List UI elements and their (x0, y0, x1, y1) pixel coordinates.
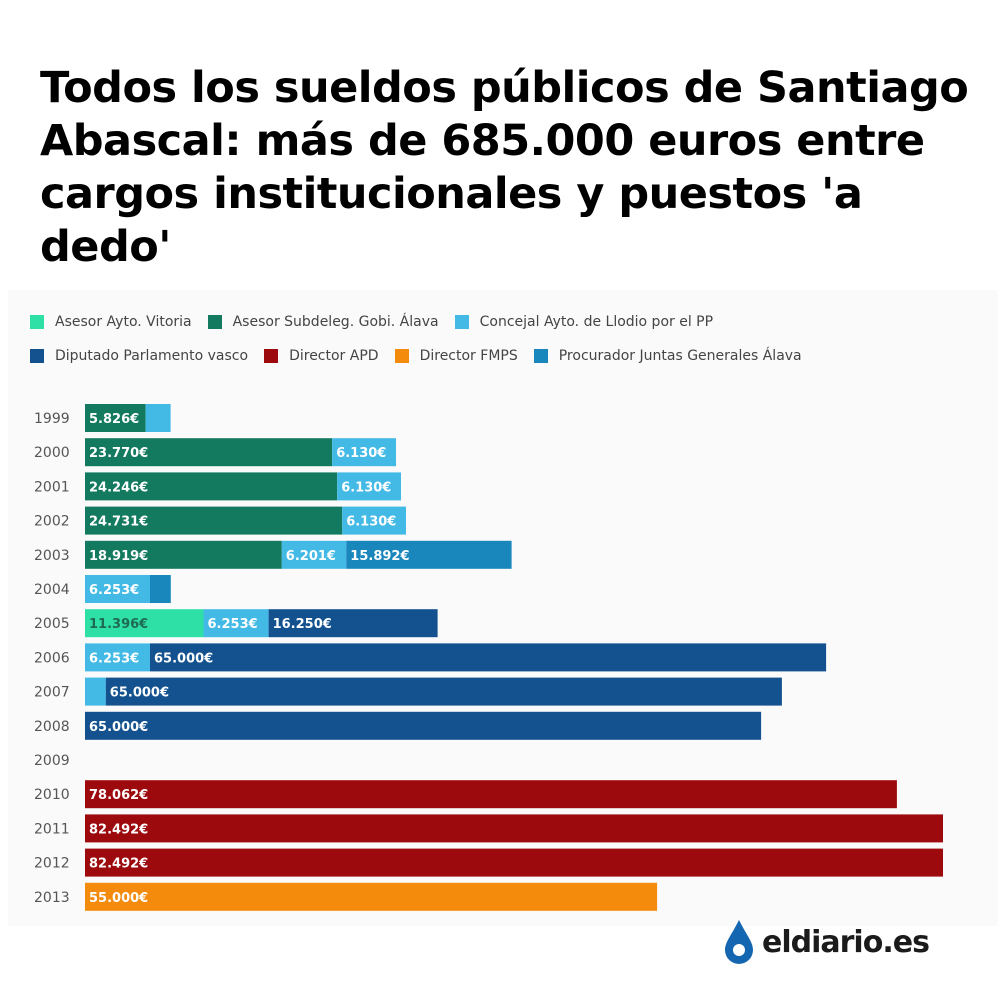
legend-swatch (394, 349, 409, 363)
bar-segment (85, 540, 282, 569)
year-label: 2010 (34, 787, 70, 803)
legend-swatch (30, 315, 44, 329)
year-label: 2001 (34, 479, 70, 495)
bar-segment (85, 780, 897, 809)
bar-segment (85, 643, 150, 672)
drop-hole (733, 944, 745, 956)
year-label: 2011 (34, 821, 70, 837)
legend-label: Concejal Ayto. de Llodio por el PP (479, 314, 714, 330)
bar-segment (346, 540, 512, 569)
bar-segment (105, 677, 782, 706)
year-label: 2002 (34, 514, 70, 530)
bar-value-label: 23.770€ (89, 446, 148, 461)
bar-segment (85, 438, 333, 467)
legend-swatch (264, 349, 279, 363)
year-label: 2008 (34, 719, 70, 735)
bar-segment (268, 609, 438, 638)
bar-value-label: 6.130€ (336, 446, 386, 461)
legend-label: Procurador Juntas Generales Álava (558, 348, 802, 364)
bar-segment (145, 404, 171, 432)
bar-value-label: 6.201€ (286, 549, 336, 564)
legend-swatch (30, 349, 44, 363)
bar-value-label: 65.000€ (154, 651, 213, 666)
year-label: 2000 (34, 445, 70, 461)
legend-item: Asesor Ayto. Vitoria (30, 314, 192, 330)
bar-segment (85, 814, 943, 843)
year-label: 2003 (34, 548, 70, 564)
brand-name: eldiario.es (762, 924, 930, 960)
bar-value-label: 11.396€ (89, 617, 148, 632)
bar-value-label: 65.000€ (110, 686, 169, 701)
bar-value-label: 16.250€ (273, 617, 332, 632)
bar-value-label: 6.253€ (89, 583, 139, 598)
bar-value-label: 6.253€ (208, 617, 258, 632)
bar-value-label: 24.246€ (89, 480, 148, 495)
bar-value-label: 18.919€ (89, 549, 148, 564)
legend-item: Diputado Parlamento vasco (30, 348, 248, 364)
bar-segment (85, 404, 146, 432)
legend-row: Asesor Ayto. Vitoria Asesor Subdeleg. Gob… (30, 312, 930, 332)
legend-swatch (533, 349, 548, 363)
bar-value-label: 6.130€ (346, 515, 396, 530)
year-label: 2009 (34, 753, 70, 769)
bar-segment (85, 472, 338, 501)
legend-item: Procurador Juntas Generales Álava (533, 348, 802, 364)
bar-value-label: 5.826€ (89, 412, 139, 427)
year-label: 1999 (34, 411, 70, 427)
legend-item: Asesor Subdeleg. Gobi. Álava (207, 314, 439, 330)
bar-segment (337, 472, 401, 501)
legend-label: Director APD (289, 348, 379, 364)
bar-value-label: 65.000€ (89, 720, 148, 735)
bar-segment (150, 643, 827, 672)
legend-row: Diputado Parlamento vasco Director APD Dir… (30, 346, 930, 366)
bar-segment (85, 506, 343, 535)
page-title: Todos los sueldos públicos de Santiago A… (40, 63, 969, 272)
drop-shape (725, 920, 753, 964)
bar-value-label: 6.253€ (89, 651, 139, 666)
year-label: 2012 (34, 856, 70, 872)
bar-segment (332, 438, 396, 467)
bar-segment (85, 575, 150, 603)
bar-segment (150, 575, 171, 603)
drop-logo-icon (725, 920, 753, 964)
year-label: 2005 (34, 616, 70, 632)
legend-swatch (454, 315, 469, 329)
legend-swatch (207, 315, 222, 329)
bar-value-label: 6.130€ (341, 480, 391, 495)
bar-value-label: 78.062€ (89, 788, 148, 803)
year-label: 2004 (34, 582, 70, 598)
legend-label: Asesor Ayto. Vitoria (55, 314, 192, 330)
bar-segment (85, 848, 943, 877)
legend-label: Asesor Subdeleg. Gobi. Álava (232, 314, 439, 330)
year-label: 2013 (34, 890, 70, 906)
legend-item: Director APD (264, 348, 379, 364)
year-label: 2006 (34, 650, 70, 666)
bar-segment (85, 882, 658, 911)
legend-item: Director FMPS (394, 348, 518, 364)
legend-item: Concejal Ayto. de Llodio por el PP (454, 314, 714, 330)
legend-label: Director FMPS (419, 348, 518, 364)
brand-logo: eldiario.es (722, 918, 930, 966)
bar-value-label: 82.492€ (89, 822, 148, 837)
bar-segment (281, 540, 347, 569)
chart-legend: Asesor Ayto. Vitoria Asesor Subdeleg. Gob… (30, 312, 930, 380)
bar-value-label: 24.731€ (89, 515, 148, 530)
legend-label: Diputado Parlamento vasco (55, 348, 249, 364)
bar-value-label: 55.000€ (89, 891, 148, 906)
bar-segment (85, 609, 204, 638)
bar-value-label: 82.492€ (89, 857, 148, 872)
bar-value-label: 15.892€ (350, 549, 409, 564)
year-label: 2007 (34, 685, 70, 701)
bar-segment (85, 677, 106, 706)
bar-segment (85, 711, 762, 740)
bar-segment (203, 609, 269, 638)
bar-segment (342, 506, 406, 535)
